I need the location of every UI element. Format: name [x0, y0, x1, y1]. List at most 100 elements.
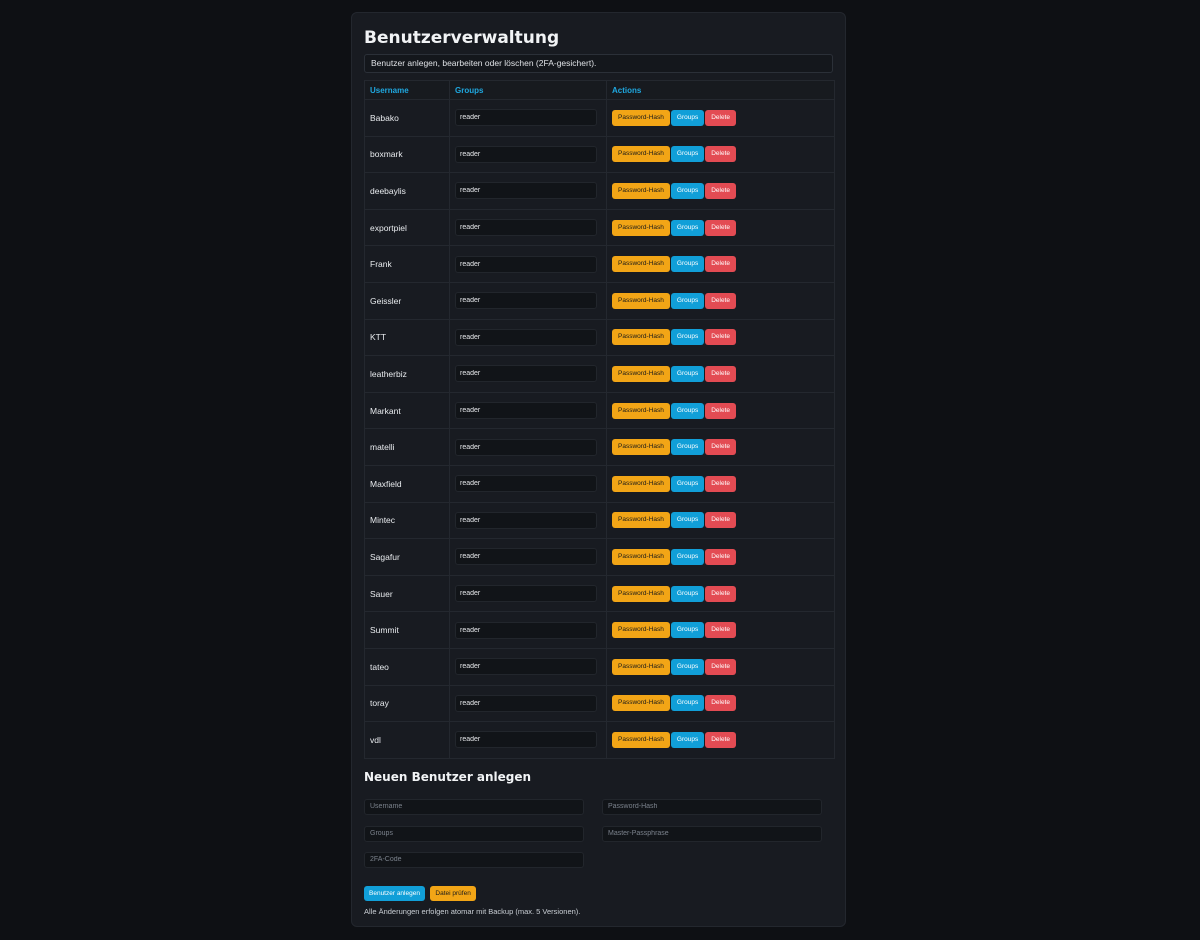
twofa-code-input[interactable] [364, 851, 584, 868]
password-hash-button[interactable]: Password-Hash [612, 439, 670, 456]
delete-button[interactable]: Delete [705, 329, 737, 346]
groups-input[interactable] [455, 182, 597, 200]
delete-button[interactable]: Delete [705, 622, 737, 639]
groups-button[interactable]: Groups [670, 622, 705, 639]
actions-cell: Password-Hash Groups Delete [606, 464, 835, 503]
groups-input[interactable] [455, 109, 597, 127]
delete-button[interactable]: Delete [705, 658, 737, 675]
groups-button[interactable]: Groups [670, 658, 705, 675]
delete-button[interactable]: Delete [705, 182, 737, 199]
groups-button[interactable]: Groups [670, 365, 705, 382]
groups-button[interactable]: Groups [670, 402, 705, 419]
password-hash-button[interactable]: Password-Hash [612, 219, 670, 236]
groups-input[interactable] [455, 511, 597, 529]
username-cell: boxmark [364, 135, 450, 174]
check-file-button[interactable]: Datei prüfen [430, 885, 476, 901]
password-hash-button[interactable]: Password-Hash [612, 695, 670, 712]
new-password-hash-input[interactable] [602, 798, 822, 815]
password-hash-button[interactable]: Password-Hash [612, 585, 670, 602]
groups-button[interactable]: Groups [670, 329, 705, 346]
groups-button[interactable]: Groups [670, 109, 705, 126]
delete-button[interactable]: Delete [705, 512, 737, 529]
users-table: Username Groups Actions Babako Password-H… [364, 80, 835, 759]
groups-input[interactable] [455, 255, 597, 273]
password-hash-button[interactable]: Password-Hash [612, 548, 670, 565]
users-table-body: BabakoPassword-HashGroupsDeleteboxmarkPa… [364, 99, 835, 759]
actions-cell: Password-Hash Groups Delete [606, 245, 835, 283]
master-passphrase-input[interactable] [602, 825, 822, 842]
groups-button[interactable]: Groups [670, 256, 705, 273]
backup-note: Alle Änderungen erfolgen atomar mit Back… [364, 906, 581, 916]
groups-button[interactable]: Groups [670, 548, 705, 565]
username-cell: Markant [364, 391, 450, 430]
delete-button[interactable]: Delete [705, 365, 737, 382]
groups-input[interactable] [455, 438, 597, 456]
delete-button[interactable]: Delete [705, 256, 737, 273]
groups-input[interactable] [455, 145, 597, 163]
password-hash-button[interactable]: Password-Hash [612, 182, 670, 199]
new-groups-input[interactable] [364, 825, 584, 842]
groups-button[interactable]: Groups [670, 182, 705, 199]
groups-input[interactable] [455, 731, 597, 749]
new-user-form [364, 798, 833, 889]
groups-input[interactable] [455, 621, 597, 639]
groups-button[interactable]: Groups [670, 439, 705, 456]
delete-button[interactable]: Delete [705, 219, 737, 236]
password-hash-button[interactable]: Password-Hash [612, 622, 670, 639]
groups-input[interactable] [455, 292, 597, 310]
groups-input[interactable] [455, 328, 597, 346]
password-hash-button[interactable]: Password-Hash [612, 329, 670, 346]
groups-button[interactable]: Groups [670, 219, 705, 236]
username-cell: Babako [364, 99, 450, 137]
delete-button[interactable]: Delete [705, 439, 737, 456]
column-header-groups: Groups [449, 80, 607, 100]
delete-button[interactable]: Delete [705, 109, 737, 126]
groups-button[interactable]: Groups [670, 585, 705, 602]
groups-input[interactable] [455, 658, 597, 676]
delete-button[interactable]: Delete [705, 292, 737, 309]
password-hash-button[interactable]: Password-Hash [612, 402, 670, 419]
password-hash-button[interactable]: Password-Hash [612, 731, 670, 748]
create-user-button[interactable]: Benutzer anlegen [364, 885, 425, 901]
groups-button[interactable]: Groups [670, 475, 705, 492]
password-hash-button[interactable]: Password-Hash [612, 292, 670, 309]
password-hash-button[interactable]: Password-Hash [612, 475, 670, 492]
password-hash-button[interactable]: Password-Hash [612, 512, 670, 529]
groups-input[interactable] [455, 365, 597, 383]
groups-input[interactable] [455, 694, 597, 712]
page-title: Benutzerverwaltung [364, 28, 560, 48]
username-cell: Frank [364, 245, 450, 283]
groups-input[interactable] [455, 402, 597, 420]
username-cell: leatherbiz [364, 355, 450, 393]
groups-button[interactable]: Groups [670, 731, 705, 748]
actions-cell: Password-Hash Groups Delete [606, 721, 835, 759]
delete-button[interactable]: Delete [705, 731, 737, 748]
password-hash-button[interactable]: Password-Hash [612, 365, 670, 382]
groups-button[interactable]: Groups [670, 512, 705, 529]
username-cell: Maxfield [364, 464, 450, 503]
delete-button[interactable]: Delete [705, 402, 737, 419]
password-hash-button[interactable]: Password-Hash [612, 146, 670, 163]
groups-input[interactable] [455, 548, 597, 566]
password-hash-button[interactable]: Password-Hash [612, 658, 670, 675]
delete-button[interactable]: Delete [705, 146, 737, 163]
password-hash-button[interactable]: Password-Hash [612, 109, 670, 126]
password-hash-button[interactable]: Password-Hash [612, 256, 670, 273]
delete-button[interactable]: Delete [705, 695, 737, 712]
groups-button[interactable]: Groups [670, 292, 705, 309]
actions-cell: Password-Hash Groups Delete [606, 99, 835, 137]
delete-button[interactable]: Delete [705, 548, 737, 565]
delete-button[interactable]: Delete [705, 475, 737, 492]
groups-input[interactable] [455, 219, 597, 237]
new-username-input[interactable] [364, 798, 584, 815]
groups-button[interactable]: Groups [670, 695, 705, 712]
groups-input[interactable] [455, 585, 597, 603]
groups-input[interactable] [455, 475, 597, 493]
groups-button[interactable]: Groups [670, 146, 705, 163]
delete-button[interactable]: Delete [705, 585, 737, 602]
